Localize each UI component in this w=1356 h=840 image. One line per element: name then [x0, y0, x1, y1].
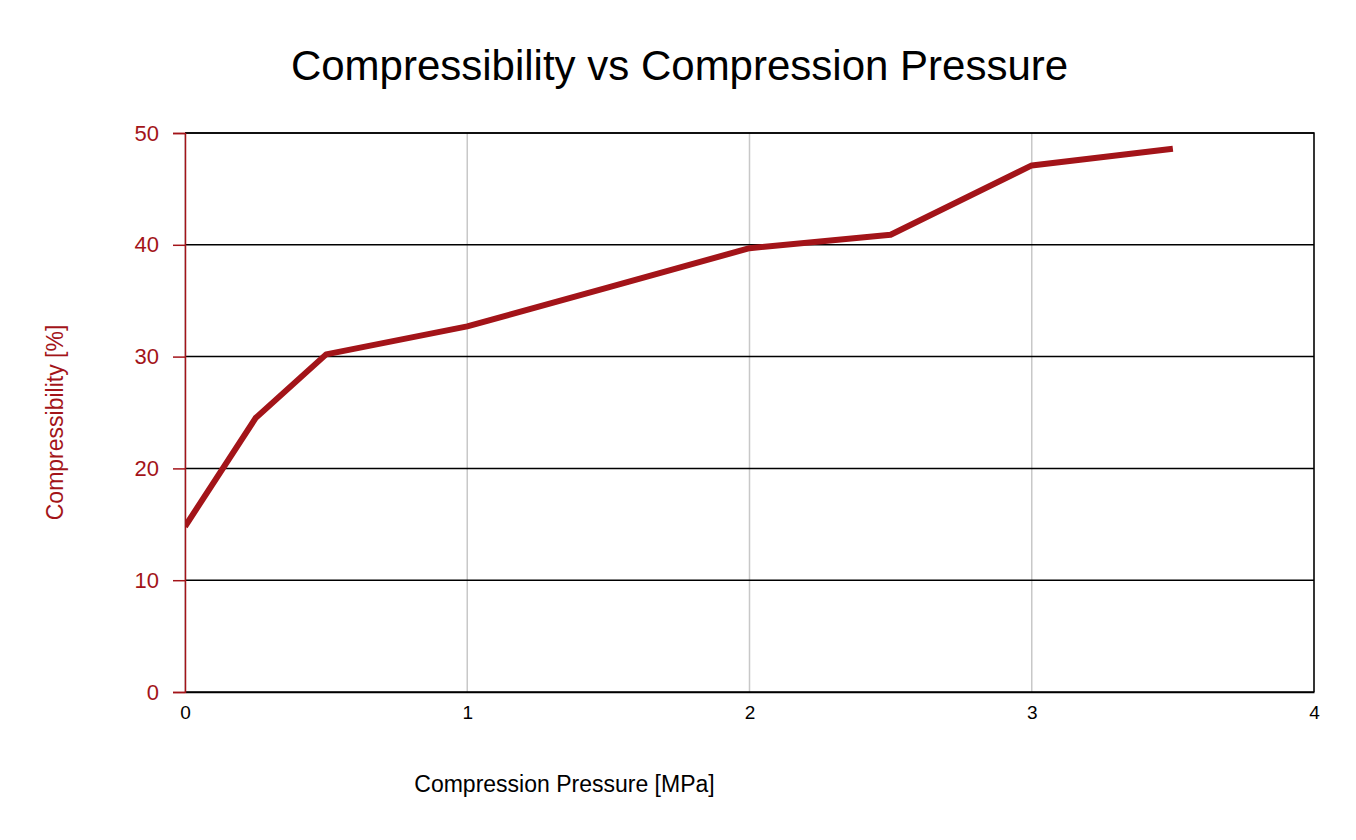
x-tick: 4: [1309, 692, 1320, 723]
x-tick-label: 2: [745, 702, 756, 723]
y-axis-title: Compressibility [%]: [42, 325, 68, 521]
x-tick: 0: [180, 692, 191, 723]
y-tick-mark: [173, 580, 185, 582]
y-tick: 20: [135, 456, 185, 481]
y-grid-line: [185, 691, 1314, 693]
chart: Compressibility vs Compression Pressure 0…: [0, 0, 1356, 840]
y-tick: 10: [135, 568, 185, 593]
y-grid-line: [185, 468, 1314, 470]
x-tick-label: 3: [1027, 702, 1038, 723]
plot-frame: [185, 133, 1314, 692]
y-tick: 40: [135, 232, 185, 257]
x-axis-title: Compression Pressure [MPa]: [414, 771, 714, 797]
y-tick-label: 0: [147, 680, 159, 705]
y-tick-label: 50: [135, 121, 159, 146]
y-axis: 0 10 20 30 40 50: [135, 121, 186, 705]
x-tick: 3: [1027, 692, 1038, 723]
x-tick: 1: [462, 692, 473, 723]
x-tick: 2: [745, 692, 756, 723]
y-tick-mark: [173, 468, 185, 470]
y-tick-mark: [173, 133, 185, 135]
x-axis-line: [186, 692, 1315, 694]
plot-area: [185, 149, 1173, 527]
data-line: [185, 149, 1173, 527]
y-tick: 30: [135, 344, 185, 369]
x-grid-line: [749, 133, 751, 692]
y-grid-line: [185, 356, 1314, 358]
y-tick-label: 20: [135, 456, 159, 481]
y-tick: 0: [147, 680, 185, 705]
x-tick-label: 1: [462, 702, 473, 723]
x-axis: 0 1 2 3 4: [180, 692, 1320, 723]
y-tick-mark: [173, 692, 185, 694]
y-tick-label: 40: [135, 232, 159, 257]
y-tick-mark: [173, 356, 185, 358]
x-grid-line: [467, 133, 469, 692]
y-tick-label: 10: [135, 568, 159, 593]
x-grid-line: [1031, 133, 1033, 692]
title: Compressibility vs Compression Pressure: [291, 42, 1068, 89]
grid: [185, 133, 1314, 692]
x-tick-label: 4: [1309, 702, 1320, 723]
y-tick: 50: [135, 121, 185, 146]
y-tick-label: 30: [135, 344, 159, 369]
y-tick-mark: [173, 245, 185, 247]
y-axis-line: [173, 134, 186, 693]
x-tick-label: 0: [180, 702, 191, 723]
y-grid-line: [185, 579, 1314, 581]
